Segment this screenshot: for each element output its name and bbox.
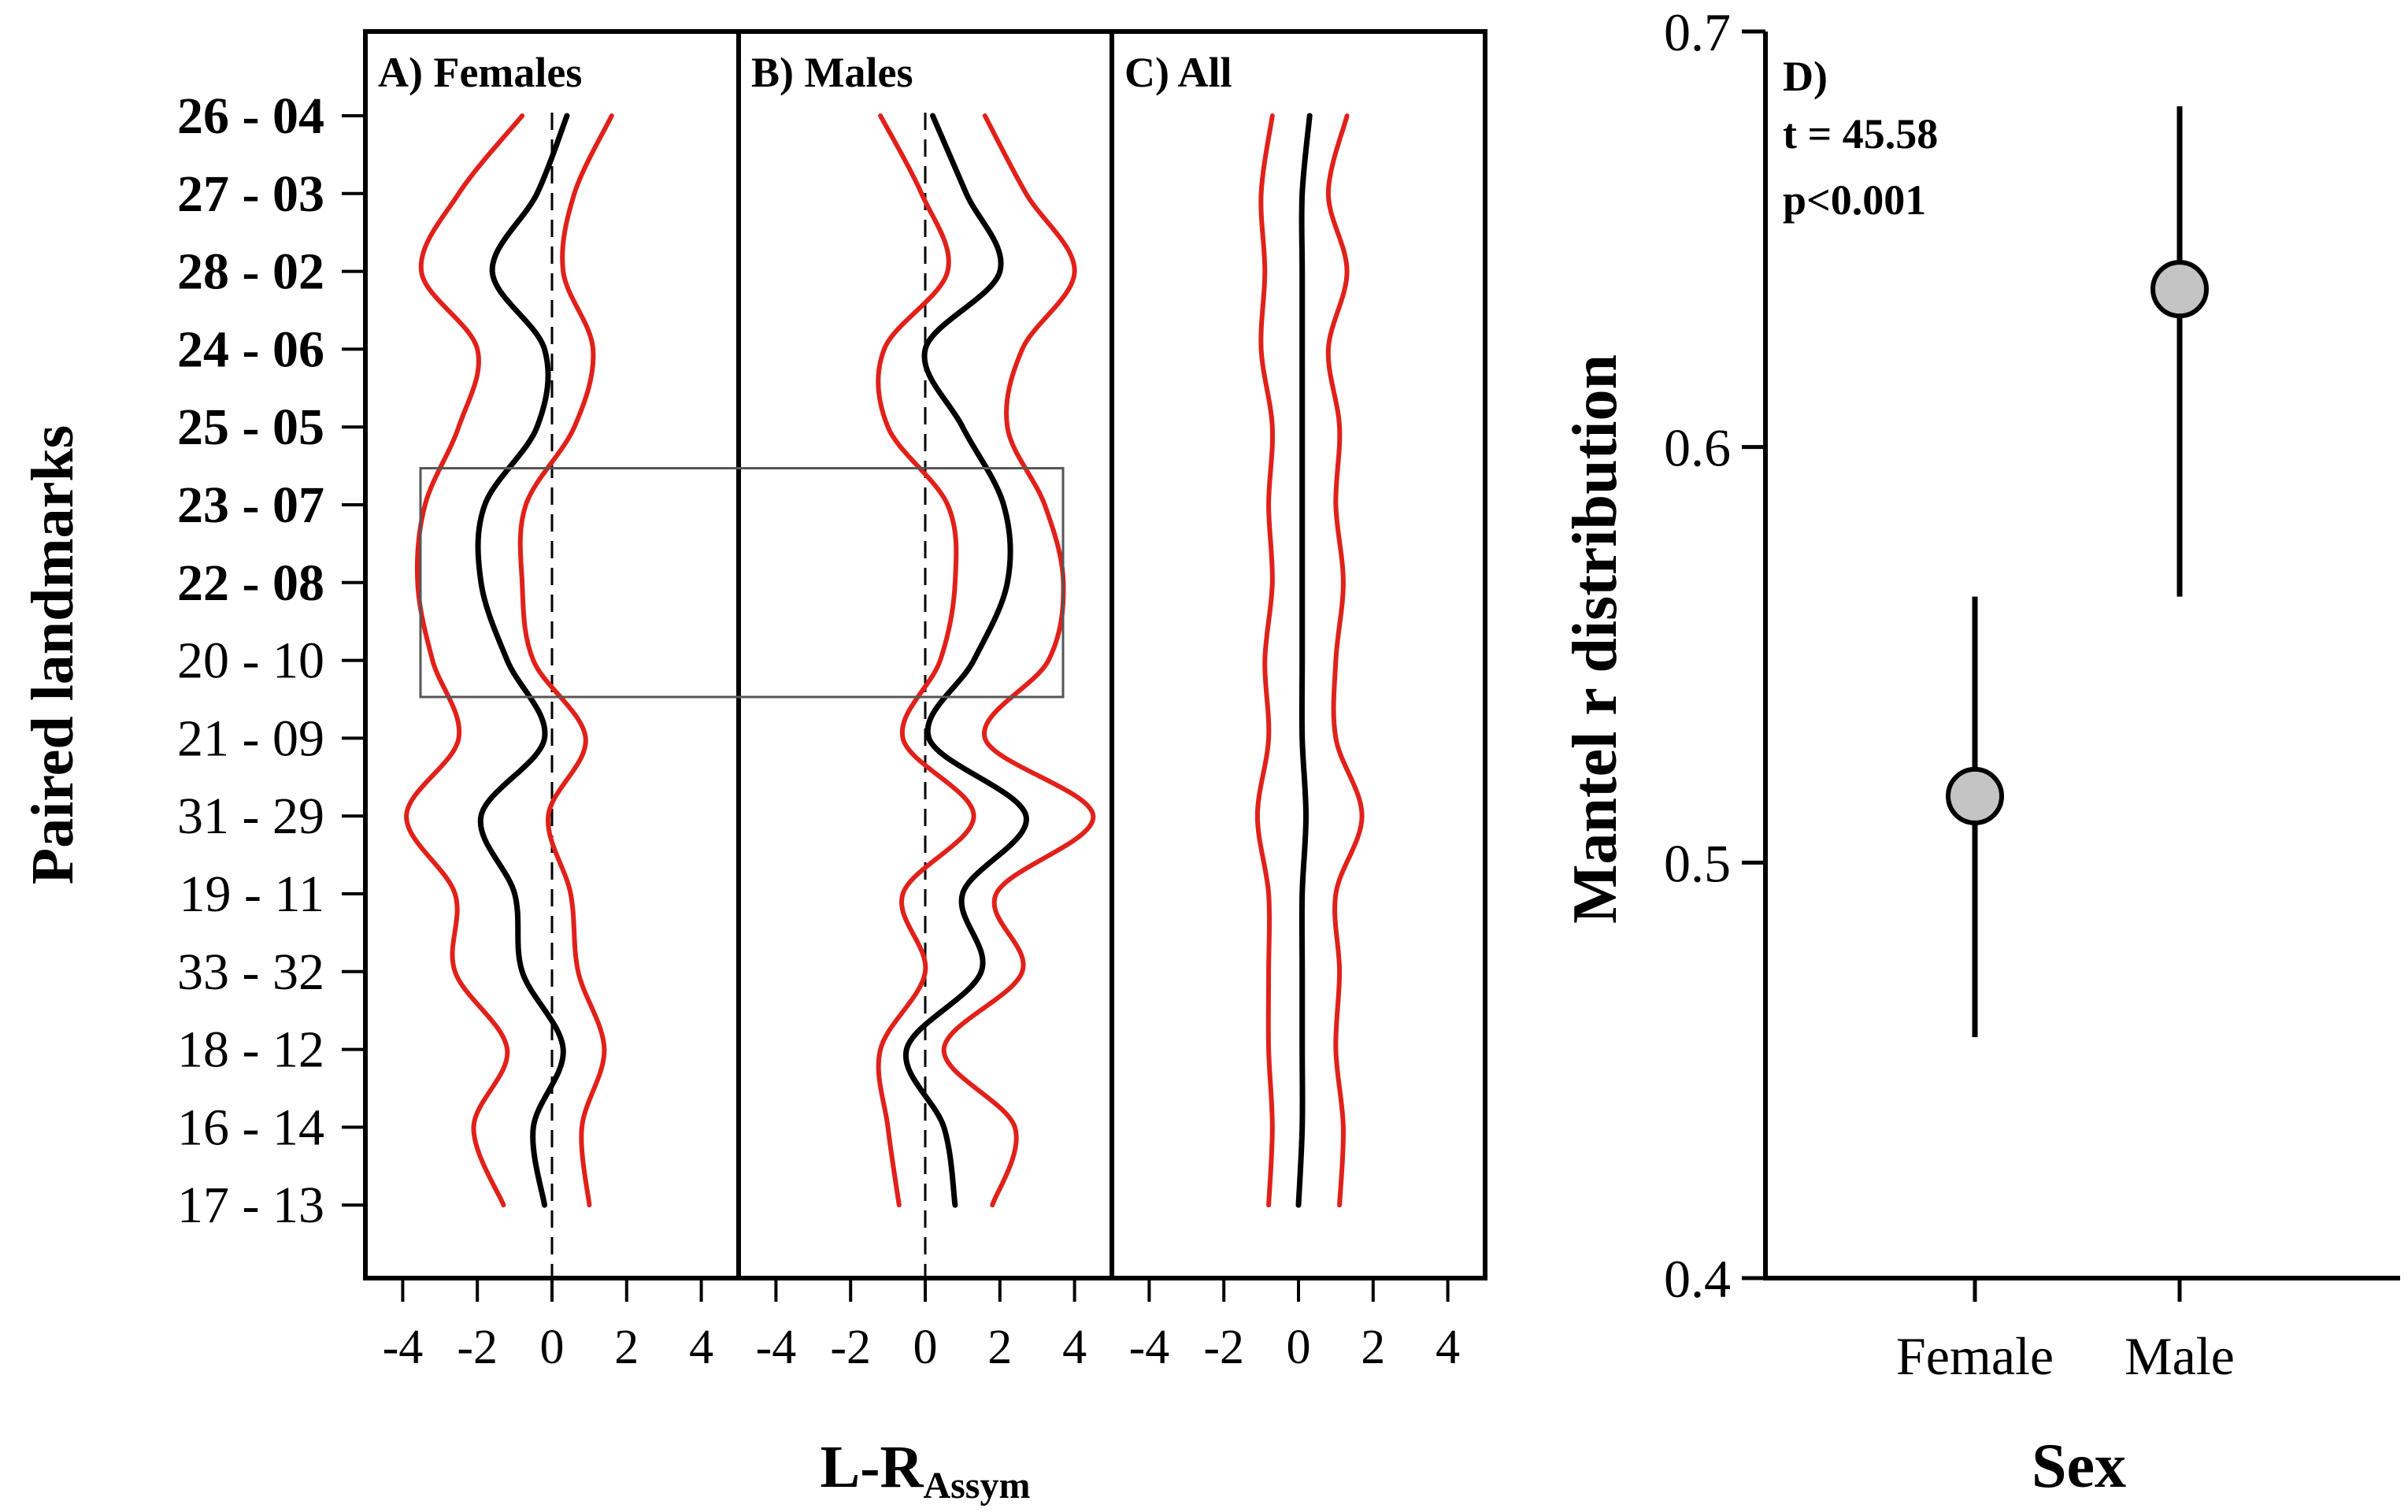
x-tick-label: -2 — [830, 1321, 871, 1374]
landmark-label: 31 - 29 — [177, 788, 324, 845]
x-tick-label: Female — [1896, 1326, 2054, 1386]
stats-line: p<0.001 — [1783, 176, 1926, 224]
panel-title: D) — [1783, 53, 1828, 100]
x-axis-title-subscript: Assym — [923, 1465, 1030, 1506]
y-axis-title: Paired landmarks — [20, 425, 86, 884]
panel-title: A) Females — [378, 49, 582, 96]
y-tick-label: 0.6 — [1664, 418, 1731, 478]
series-line-mean — [902, 113, 1029, 1208]
y-tick-label: 0.5 — [1664, 833, 1731, 893]
x-tick-label: 0 — [1287, 1321, 1311, 1374]
panel-title: B) Males — [751, 49, 913, 96]
series-line-upper — [941, 113, 1096, 1208]
x-tick-label: -2 — [457, 1321, 498, 1374]
x-tick-label: 4 — [689, 1321, 713, 1374]
x-axis-title: Sex — [2032, 1432, 2126, 1501]
landmark-label: 19 - 11 — [179, 865, 324, 923]
series-line-upper — [517, 113, 614, 1208]
series-line-mean — [475, 113, 570, 1208]
landmark-label: 26 - 04 — [177, 87, 324, 145]
series-line-lower — [1254, 113, 1276, 1208]
panel-1: A) Females -4 -2 0 2 4 — [363, 29, 741, 1374]
x-tick-label: 2 — [614, 1321, 639, 1374]
x-tick-label: 0 — [913, 1321, 938, 1374]
y-tick-label: 0.7 — [1664, 2, 1731, 62]
series-line-lower — [876, 113, 976, 1208]
x-axis-title-main: L-R — [821, 1434, 924, 1500]
x-tick-label: -4 — [756, 1321, 797, 1374]
x-tick-label: 4 — [1062, 1321, 1087, 1374]
x-tick-label: 2 — [1361, 1321, 1385, 1374]
panel-frame — [1110, 29, 1487, 1280]
profile-plot: A) Females-4 -2 0 2 4B) Males-4 -2 0 2 4C) All-4… — [20, 29, 1487, 1506]
x-tick-label: -4 — [383, 1321, 424, 1374]
panel-title: C) All — [1124, 49, 1232, 96]
x-tick-label: -4 — [1129, 1321, 1170, 1374]
landmark-label: 27 - 03 — [177, 165, 324, 223]
mantel-plot: 0.4 0.5 0.6 0.7 Female Male D) t = 45.58 p<0.001… — [1561, 2, 2400, 1501]
landmark-label: 17 - 13 — [177, 1177, 324, 1234]
landmark-label: 23 - 07 — [177, 476, 324, 534]
y-axis-title: Mantel r distribution — [1561, 354, 1630, 924]
y-tick-label: 0.4 — [1664, 1249, 1731, 1309]
landmark-label: 20 - 10 — [177, 632, 324, 690]
panel-3: C) All -4 -2 0 2 4 — [1110, 29, 1487, 1374]
stats-line: t = 45.58 — [1783, 110, 1938, 158]
landmark-label: 18 - 12 — [177, 1021, 324, 1079]
highlight-box — [419, 467, 1065, 699]
landmark-label: 25 - 05 — [177, 398, 324, 456]
series-line-lower — [404, 113, 525, 1208]
landmark-label: 24 - 06 — [177, 321, 324, 378]
landmark-label: 22 - 08 — [177, 554, 324, 612]
landmark-label: 33 - 32 — [177, 943, 324, 1001]
x-tick-label: -2 — [1203, 1321, 1244, 1374]
point-female — [1946, 766, 2004, 825]
x-tick-label: 2 — [987, 1321, 1012, 1374]
x-tick-label: Male — [2125, 1326, 2235, 1386]
landmark-label: 16 - 14 — [177, 1099, 324, 1156]
point-male — [2151, 260, 2209, 319]
series-line-mean — [1295, 113, 1313, 1208]
landmark-label: 28 - 02 — [177, 243, 324, 301]
x-axis-title: L-RAssym — [821, 1434, 1031, 1506]
series-line-upper — [1325, 113, 1365, 1208]
x-tick-label: 0 — [540, 1321, 565, 1374]
x-tick-label: 4 — [1436, 1321, 1460, 1374]
panel-2: B) Males -4 -2 0 2 4 — [736, 29, 1114, 1374]
landmark-label: 21 - 09 — [177, 710, 324, 767]
